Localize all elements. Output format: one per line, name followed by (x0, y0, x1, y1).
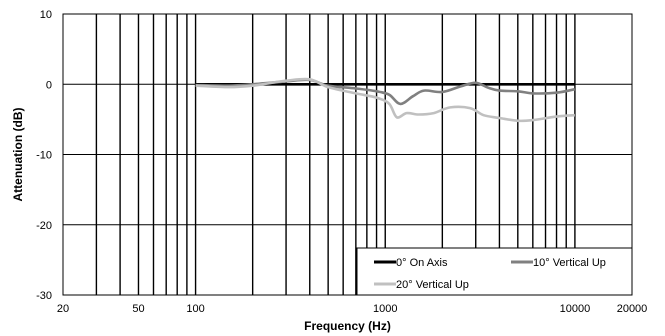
y-tick-label: -10 (36, 150, 52, 162)
x-axis-title: Frequency (Hz) (304, 319, 391, 333)
y-tick-label: 10 (40, 9, 52, 21)
legend-label-2: 10° Vertical Up (533, 257, 606, 269)
x-tick-label: 10000 (560, 303, 591, 315)
x-tick-label: 20000 (617, 303, 648, 315)
x-tick-label: 100 (186, 303, 204, 315)
plot-frame (62, 13, 633, 296)
y-tick-label: -20 (36, 220, 52, 232)
legend-box (356, 247, 633, 296)
x-tick-label: 50 (132, 303, 144, 315)
x-tick-label: 20 (57, 303, 69, 315)
y-tick-label: 0 (46, 79, 52, 91)
legend-label-1: 0° On Axis (396, 257, 448, 269)
y-tick-label: -30 (36, 290, 52, 302)
legend-label-3: 20° Vertical Up (396, 279, 469, 291)
y-axis-title: Attenuation (dB) (11, 108, 25, 202)
legend: 0° On Axis 10° Vertical Up 20° Vertical Up (356, 247, 633, 296)
series-line-3 (195, 77, 575, 123)
x-tick-label: 1000 (373, 303, 397, 315)
series-lines (195, 77, 576, 123)
